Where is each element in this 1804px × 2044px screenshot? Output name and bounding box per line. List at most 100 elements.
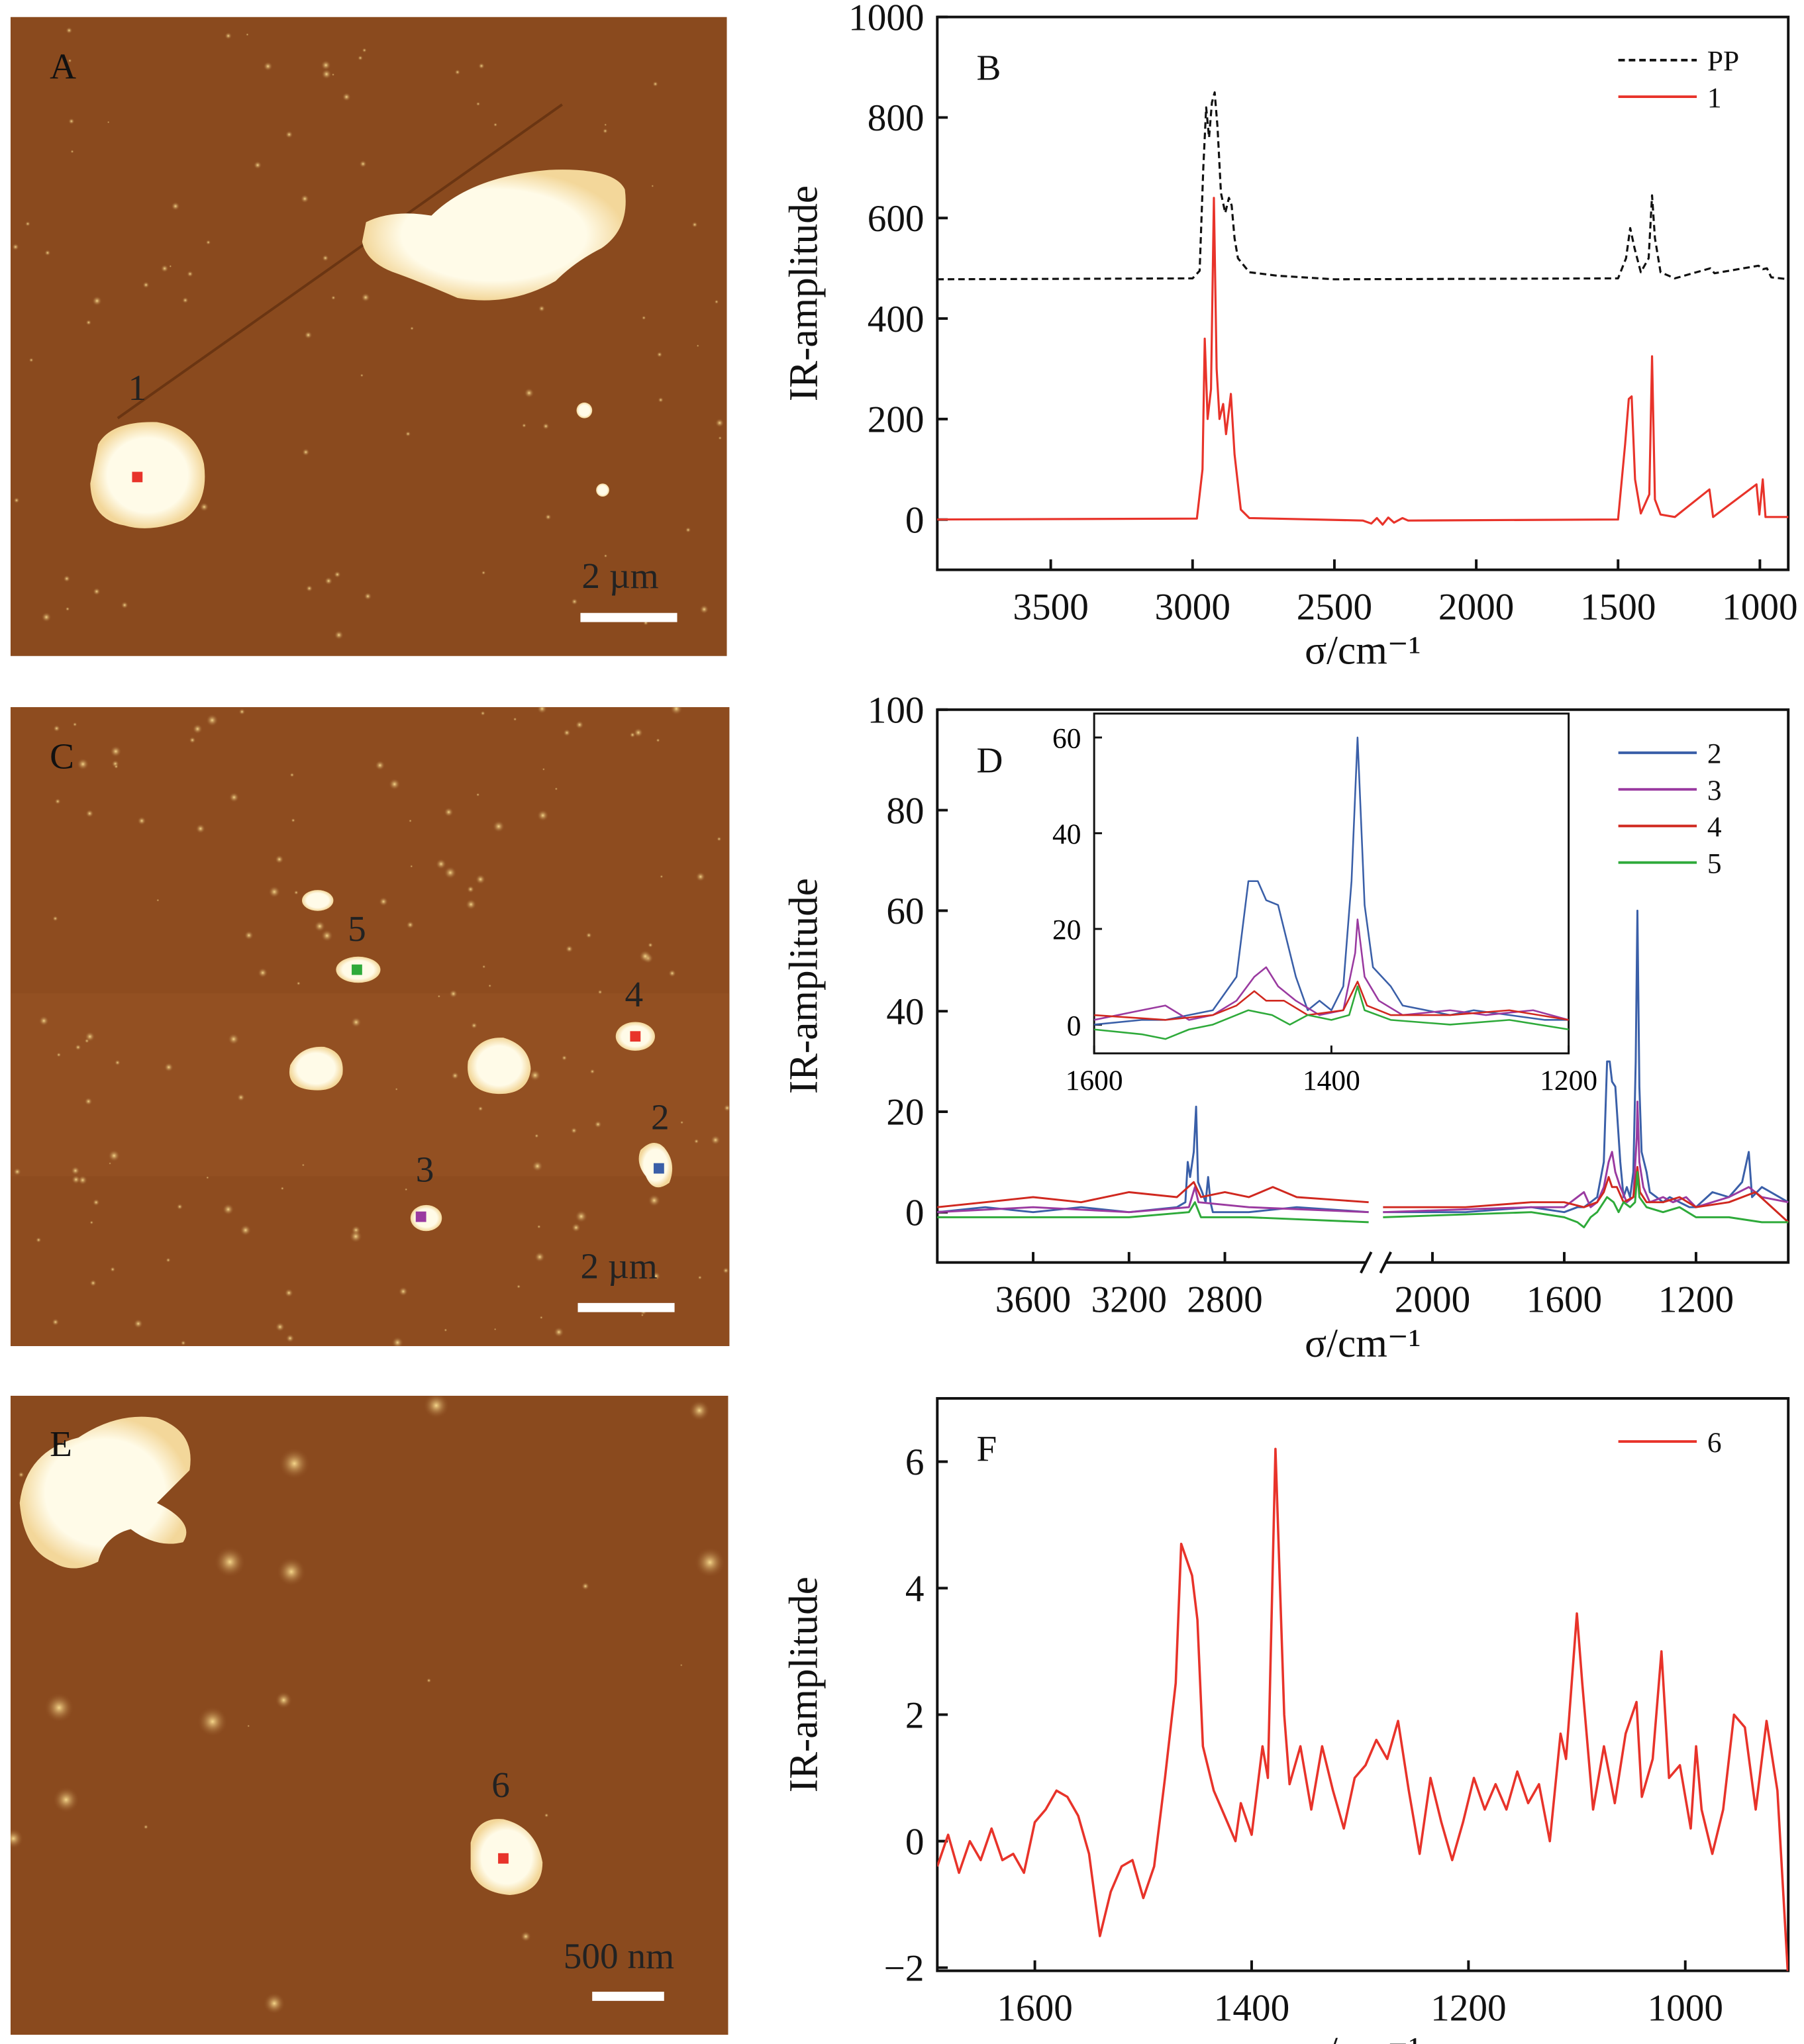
chart-d-panel-letter: D [977,740,1003,781]
surface-dot [406,920,415,929]
inset-ytick-label: 60 [1052,723,1081,755]
chart-f-series-6 [937,1447,1789,1971]
surface-dot [334,630,344,640]
surface-dot [426,1678,432,1683]
surface-dot [695,871,706,882]
surface-dot [651,184,654,188]
surface-dot [528,1069,541,1081]
inset-series-5 [1094,985,1569,1040]
chart-d-series-3 [937,1100,1789,1214]
surface-dot [570,1127,577,1134]
chart-d-ytick-label: 40 [886,991,924,1033]
surface-dot [321,69,332,79]
surface-dot [35,1237,42,1243]
inset-ytick-label: 40 [1052,818,1081,850]
surface-dot [531,1160,544,1172]
surface-dot [275,1691,293,1709]
surface-dot [284,1288,294,1298]
surface-dot [565,945,574,953]
surface-dot [246,32,249,36]
surface-dot [91,295,103,307]
surface-dot [13,497,20,504]
chart-d-legend-label-2: 2 [1707,738,1722,770]
chart-b-xtick-label: 1000 [1722,587,1797,628]
surface-dot [77,757,89,771]
surface-dot [113,764,119,769]
surface-dot [480,710,485,716]
surface-dot [723,1104,730,1112]
surface-dot [109,745,122,757]
panel-letter-c: C [50,736,74,777]
surface-dot [301,448,310,456]
chart-d-ytick-label: 20 [886,1092,924,1134]
scale-bar-e [592,1992,664,2001]
chart-d-series-4 [937,1165,1789,1223]
surface-dot [597,989,603,995]
surface-dot [92,1198,100,1206]
surface-dot [160,264,169,273]
surface-dot [405,430,411,437]
surface-dot [89,1279,97,1287]
surface-dot [679,1120,684,1124]
scale-bar-label-c: 2 µm [580,1245,657,1286]
chart-d-xtick-label: 1200 [1658,1279,1734,1321]
surface-dot [227,1033,240,1046]
chart-b-xtick-label: 3000 [1155,587,1230,628]
surface-dot [359,160,367,168]
scale-bar-label-e: 500 nm [564,1936,674,1976]
chart-d-legend-label-4: 4 [1707,811,1722,843]
surface-dot [72,722,77,727]
surface-dot [409,865,413,868]
surface-dot [195,824,206,834]
surface-dot [275,1322,285,1332]
surface-dot [517,1284,521,1289]
surface-dot [93,587,101,596]
chart-d-frame [936,708,1790,1264]
surface-dot [476,101,481,107]
chart-b-ytick-label: 0 [905,499,925,541]
surface-dot [544,1813,549,1818]
panel-letter-a: A [50,46,76,86]
particle-1 [90,422,205,528]
chart-d-xtick-label: 2800 [1187,1279,1262,1321]
surface-dot [186,270,193,277]
chart-d-ytick-label: 60 [886,891,924,932]
chart-b-xtick-label: 3500 [1013,587,1088,628]
surface-dot [52,1318,60,1326]
surface-dot [536,1224,541,1229]
surface-dot [263,1992,285,2015]
surface-dot [575,720,584,730]
surface-dot [107,121,110,124]
surface-dot [274,854,284,864]
surface-dot [296,981,301,986]
surface-dot [477,1106,483,1112]
chart-b-ytick-label: 1000 [848,0,924,38]
surface-dot [257,967,268,978]
surface-dot [278,1447,311,1480]
chart-f-ytick-label: 4 [905,1568,925,1610]
surface-dot [554,787,558,791]
surface-dot [693,1138,699,1144]
chart-b-xtick-label: 2500 [1297,587,1372,628]
surface-dot [304,330,313,340]
surface-dot [398,1287,409,1296]
surface-dot [263,61,273,72]
chart-d-xtick-label: 3600 [995,1279,1071,1321]
surface-dot [68,118,75,124]
surface-dot [534,1134,539,1138]
inset-xtick-label: 1200 [1540,1065,1597,1096]
surface-dot [360,373,364,377]
inset-ytick-label: 20 [1052,914,1081,946]
inset-series-3 [1094,918,1569,1021]
surface-dot [444,807,454,817]
surface-dot [222,1203,234,1216]
surface-dot [391,1336,404,1346]
surface-dot [142,281,150,289]
marker-label-4: 4 [625,974,644,1014]
surface-dot [63,575,71,583]
surface-dot [388,778,401,791]
surface-dot [670,706,683,716]
surface-dot [324,577,333,585]
surface-dot [581,1582,590,1590]
marker-2 [653,1163,664,1174]
